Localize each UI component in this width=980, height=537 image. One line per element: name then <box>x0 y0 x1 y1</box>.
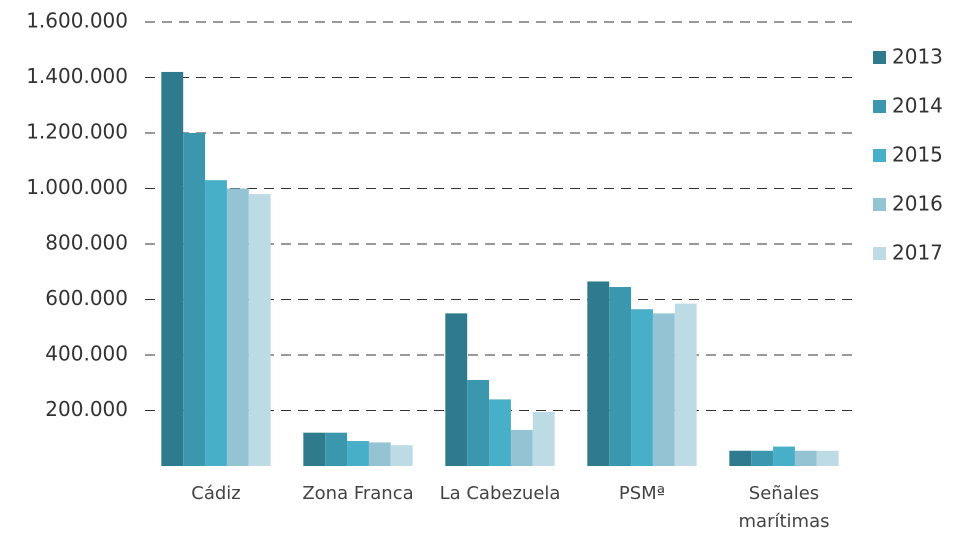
y-tick-label: 1.600.000 <box>26 9 128 33</box>
bar <box>532 411 555 466</box>
bar <box>489 399 511 466</box>
y-tick-label: 600.000 <box>45 286 128 310</box>
legend-label: 2016 <box>892 192 943 216</box>
y-tick-label: 1.000.000 <box>26 175 128 199</box>
bar <box>751 450 774 466</box>
bar <box>729 450 752 466</box>
y-tick-label: 800.000 <box>45 231 128 255</box>
bar <box>631 309 653 466</box>
y-tick-label: 200.000 <box>45 397 128 421</box>
bar <box>674 303 697 466</box>
bar <box>161 71 184 466</box>
bar <box>325 432 348 466</box>
y-tick-label: 1.200.000 <box>26 120 128 144</box>
bar <box>816 450 839 466</box>
bar <box>183 133 206 466</box>
bar <box>510 429 533 466</box>
bar <box>303 432 326 466</box>
legend-swatch <box>873 51 886 64</box>
bar <box>467 379 490 466</box>
y-tick-label: 400.000 <box>45 342 128 366</box>
x-tick-label: Zona Franca <box>302 483 414 504</box>
legend-label: 2013 <box>892 45 943 69</box>
bar <box>587 281 610 466</box>
legend-swatch <box>873 198 886 211</box>
bar <box>652 313 675 466</box>
legend-label: 2017 <box>892 241 943 265</box>
bar <box>347 441 369 466</box>
x-tick-label: La Cabezuela <box>439 483 561 504</box>
x-tick-label: Señales marítimas <box>738 483 830 532</box>
bar <box>205 180 227 467</box>
bar <box>609 287 632 466</box>
y-tick-label: 1.400.000 <box>26 64 128 88</box>
bar <box>390 445 413 466</box>
x-tick-label: PSMª <box>618 483 666 504</box>
legend-swatch <box>873 247 886 260</box>
bar <box>226 188 249 466</box>
legend-label: 2015 <box>892 143 943 167</box>
bar <box>794 450 817 466</box>
bar <box>773 446 795 466</box>
legend-swatch <box>873 149 886 162</box>
x-tick-label: Cádiz <box>191 483 241 504</box>
bar <box>248 194 271 467</box>
legend-label: 2014 <box>892 94 943 118</box>
bar <box>445 313 468 466</box>
legend-swatch <box>873 100 886 113</box>
bar <box>368 442 391 466</box>
